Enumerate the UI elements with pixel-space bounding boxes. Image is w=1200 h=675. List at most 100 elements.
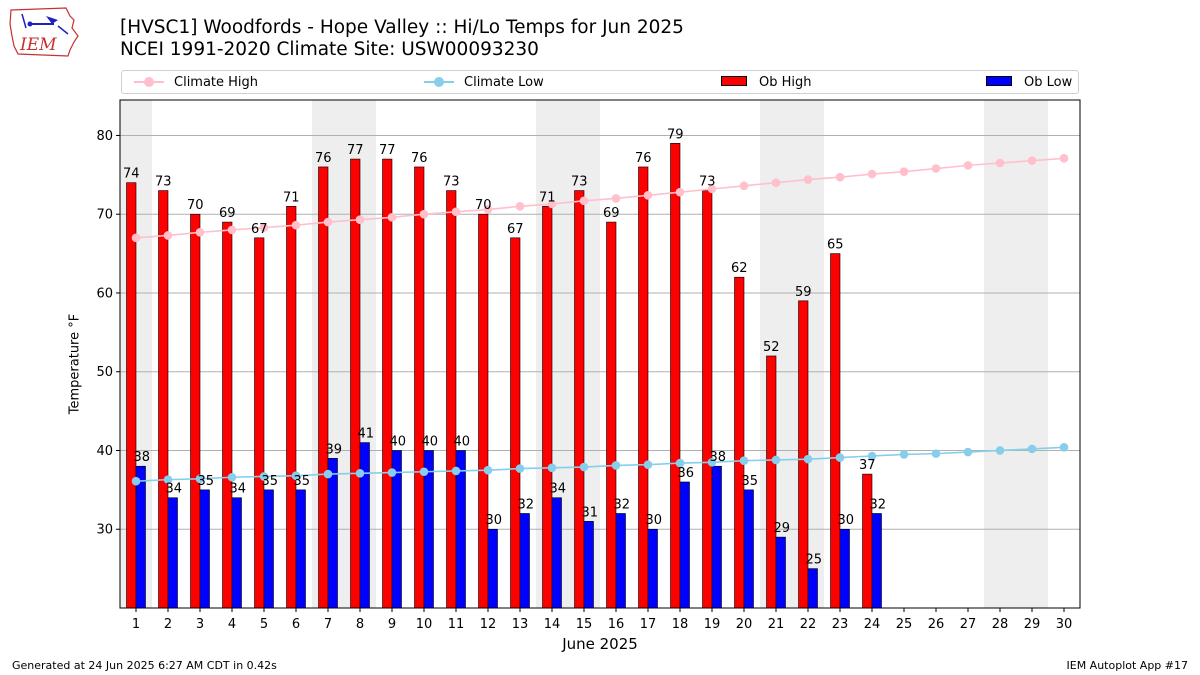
- y-tick-label: 30: [96, 523, 113, 538]
- climate-high-point: [995, 158, 1005, 168]
- ob-low-label: 34: [165, 482, 182, 497]
- x-tick-label: 12: [480, 617, 497, 632]
- climate-low-point: [643, 460, 653, 469]
- x-tick-label: 18: [672, 617, 689, 632]
- climate-high-point: [547, 199, 557, 209]
- ob-high-label: 37: [859, 458, 876, 473]
- x-tick-label: 15: [576, 617, 593, 632]
- generated-timestamp: Generated at 24 Jun 2025 6:27 AM CDT in …: [12, 659, 277, 672]
- climate-low-point: [835, 453, 845, 462]
- bar-ob-high: [446, 190, 457, 609]
- ob-high-label: 71: [283, 190, 300, 205]
- ob-high-label: 73: [443, 175, 460, 190]
- bar-ob-high: [638, 166, 649, 609]
- bar-ob-high: [318, 166, 329, 609]
- ob-low-label: 35: [197, 474, 214, 489]
- bar-ob-high: [670, 143, 681, 609]
- climate-low-point: [259, 472, 269, 481]
- climate-high-point: [579, 196, 589, 206]
- iem-logo: IEM: [8, 6, 80, 58]
- climate-high-point: [131, 233, 141, 243]
- climate-low-point: [803, 454, 813, 464]
- x-tick-label: 23: [832, 617, 849, 632]
- bar-ob-low: [839, 528, 850, 609]
- ob-high-label: 70: [187, 198, 204, 213]
- climate-high-point: [963, 161, 973, 170]
- bar-ob-low: [263, 489, 274, 609]
- legend-item-climate-low: Climate Low: [424, 74, 544, 90]
- x-tick-label: 10: [416, 617, 433, 632]
- ob-low-label: 25: [805, 553, 822, 568]
- legend-item-ob-low: Ob Low: [984, 74, 1072, 90]
- climate-low-point: [323, 469, 333, 479]
- bar-ob-low: [583, 521, 594, 609]
- climate-high-point: [355, 215, 365, 225]
- x-tick-label: 19: [704, 617, 721, 632]
- climate-high-point: [707, 184, 717, 194]
- bar-ob-low: [167, 497, 178, 609]
- ob-low-label: 36: [677, 466, 694, 481]
- ob-low-label: 40: [421, 434, 438, 449]
- climate-high-point: [163, 231, 173, 240]
- ob-low-label: 40: [389, 434, 406, 449]
- ob-high-label: 73: [699, 175, 716, 190]
- bar-ob-high: [254, 237, 265, 609]
- y-tick-label: 80: [96, 129, 113, 144]
- climate-low-point: [1059, 443, 1069, 452]
- x-tick-label: 25: [896, 617, 913, 632]
- x-tick-label: 29: [1024, 617, 1041, 632]
- climate-low-point: [867, 451, 877, 461]
- bar-ob-high: [702, 190, 713, 609]
- x-tick-label: 6: [292, 617, 300, 632]
- x-tick-label: 21: [768, 617, 785, 632]
- ob-low-label: 41: [357, 427, 374, 442]
- ob-high-label: 70: [475, 198, 492, 213]
- ob-high-label: 73: [571, 175, 588, 190]
- x-tick-label: 24: [864, 617, 881, 632]
- climate-low-point: [739, 456, 749, 466]
- x-tick-label: 26: [928, 617, 945, 632]
- ob-high-label: 62: [731, 261, 748, 276]
- climate-low-point: [451, 466, 461, 476]
- bar-ob-high: [222, 221, 233, 609]
- climate-low-point: [131, 476, 141, 486]
- bar-ob-low: [295, 489, 306, 609]
- climate-low-point: [995, 446, 1005, 455]
- bar-ob-high: [862, 473, 873, 609]
- ob-low-label: 35: [261, 474, 278, 489]
- ob-low-label: 30: [645, 513, 662, 528]
- weekend-shade: [1016, 100, 1048, 608]
- ob-high-label: 77: [347, 143, 364, 158]
- ob-high-label: 76: [635, 151, 652, 166]
- climate-high-point: [227, 225, 237, 235]
- climate-high-point: [931, 164, 941, 173]
- bar-ob-low: [679, 481, 690, 609]
- x-tick-label: 20: [736, 617, 753, 632]
- bar-ob-low: [359, 442, 370, 609]
- bar-ob-low: [743, 489, 754, 609]
- x-tick-label: 27: [960, 617, 977, 632]
- chart-subtitle: NCEI 1991-2020 Climate Site: USW00093230: [120, 39, 539, 60]
- x-tick-label: 17: [640, 617, 657, 632]
- climate-low-point: [963, 447, 973, 457]
- bar-ob-low: [327, 458, 338, 609]
- ob-high-label: 71: [539, 190, 556, 205]
- x-axis-label: June 2025: [562, 635, 638, 653]
- ob-high-label: 74: [123, 167, 140, 182]
- x-tick-label: 8: [356, 617, 364, 632]
- climate-low-line: [135, 446, 1065, 482]
- bar-ob-low: [135, 465, 146, 609]
- climate-low-point: [1027, 444, 1037, 454]
- climate-high-point: [803, 175, 813, 184]
- bar-ob-low: [487, 528, 498, 609]
- climate-low-point: [707, 457, 717, 467]
- chart-legend: Climate High Climate Low Ob High Ob Low: [121, 70, 1079, 94]
- bar-ob-high: [126, 182, 137, 609]
- iem-logo-text: IEM: [19, 35, 57, 55]
- x-tick-label: 16: [608, 617, 625, 632]
- ob-high-label: 65: [827, 238, 844, 253]
- climate-low-point: [931, 449, 941, 458]
- climate-low-point: [899, 450, 909, 459]
- ob-low-label: 38: [133, 450, 150, 465]
